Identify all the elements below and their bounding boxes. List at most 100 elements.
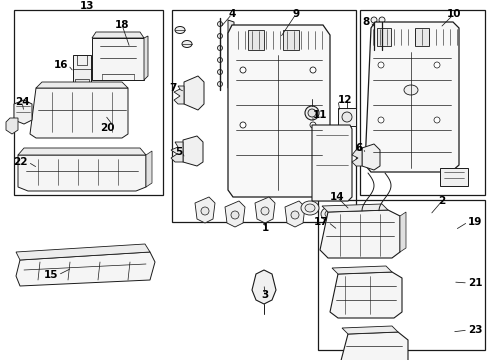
- Text: 16: 16: [53, 60, 68, 70]
- Text: 8: 8: [362, 17, 369, 27]
- Polygon shape: [18, 148, 146, 155]
- Polygon shape: [341, 326, 397, 334]
- Text: 14: 14: [329, 192, 344, 202]
- Ellipse shape: [403, 85, 417, 95]
- Text: 19: 19: [467, 217, 481, 227]
- Ellipse shape: [182, 40, 192, 48]
- Ellipse shape: [341, 112, 351, 122]
- Ellipse shape: [217, 81, 222, 86]
- Polygon shape: [36, 82, 128, 88]
- Polygon shape: [337, 332, 407, 360]
- Ellipse shape: [217, 33, 222, 39]
- Ellipse shape: [240, 122, 245, 128]
- Polygon shape: [251, 270, 275, 304]
- Text: 5: 5: [174, 147, 182, 157]
- Ellipse shape: [309, 122, 315, 128]
- Text: 12: 12: [337, 95, 352, 105]
- Polygon shape: [16, 244, 150, 260]
- Text: 15: 15: [43, 270, 58, 280]
- Ellipse shape: [217, 22, 222, 27]
- Polygon shape: [399, 212, 405, 252]
- Polygon shape: [224, 201, 244, 227]
- Text: 7: 7: [169, 83, 177, 93]
- Bar: [376, 28, 390, 46]
- Polygon shape: [6, 118, 18, 134]
- Bar: [283, 30, 298, 50]
- Ellipse shape: [201, 207, 208, 215]
- Bar: [439, 168, 467, 186]
- Ellipse shape: [433, 62, 439, 68]
- Polygon shape: [92, 32, 143, 38]
- Polygon shape: [311, 125, 351, 201]
- Bar: [172, 10, 355, 222]
- Ellipse shape: [377, 62, 383, 68]
- Polygon shape: [143, 36, 148, 80]
- Bar: [414, 28, 428, 46]
- Text: 22: 22: [14, 157, 28, 167]
- Ellipse shape: [309, 67, 315, 73]
- Polygon shape: [331, 266, 391, 274]
- Bar: [14, 10, 163, 195]
- Polygon shape: [171, 142, 183, 162]
- Polygon shape: [183, 136, 203, 166]
- Polygon shape: [321, 204, 387, 212]
- Polygon shape: [285, 201, 305, 227]
- Polygon shape: [361, 144, 379, 170]
- Polygon shape: [195, 197, 215, 223]
- Ellipse shape: [217, 69, 222, 75]
- Text: 9: 9: [292, 9, 299, 19]
- Polygon shape: [254, 197, 274, 223]
- Polygon shape: [364, 22, 458, 172]
- Polygon shape: [227, 25, 329, 197]
- Text: 3: 3: [261, 290, 268, 300]
- Text: 4: 4: [228, 9, 235, 19]
- Text: 24: 24: [15, 97, 29, 107]
- Ellipse shape: [307, 109, 315, 117]
- Ellipse shape: [175, 27, 184, 33]
- Ellipse shape: [305, 106, 318, 120]
- Ellipse shape: [217, 45, 222, 50]
- Ellipse shape: [433, 117, 439, 123]
- Polygon shape: [227, 20, 234, 88]
- Polygon shape: [351, 150, 361, 166]
- Polygon shape: [92, 38, 143, 80]
- Polygon shape: [73, 55, 91, 85]
- Text: 23: 23: [467, 325, 482, 335]
- Polygon shape: [319, 210, 399, 258]
- Polygon shape: [16, 252, 155, 286]
- Polygon shape: [329, 272, 401, 318]
- Ellipse shape: [320, 207, 338, 221]
- Text: 17: 17: [313, 217, 327, 227]
- Polygon shape: [146, 151, 152, 187]
- Ellipse shape: [301, 201, 318, 215]
- Bar: [247, 30, 264, 50]
- Text: 11: 11: [312, 110, 327, 120]
- Polygon shape: [174, 86, 183, 104]
- Ellipse shape: [377, 117, 383, 123]
- Ellipse shape: [217, 58, 222, 63]
- Text: 13: 13: [80, 1, 94, 11]
- Text: 1: 1: [261, 223, 268, 233]
- Bar: [317, 200, 484, 350]
- Text: 10: 10: [446, 9, 460, 19]
- Ellipse shape: [378, 17, 384, 23]
- Polygon shape: [14, 100, 32, 124]
- Text: 6: 6: [355, 143, 362, 153]
- Text: 18: 18: [115, 20, 129, 30]
- Ellipse shape: [305, 204, 314, 212]
- Bar: [359, 10, 484, 195]
- Text: 2: 2: [437, 196, 445, 206]
- Ellipse shape: [325, 210, 334, 218]
- Polygon shape: [75, 79, 89, 85]
- Polygon shape: [337, 108, 355, 126]
- Ellipse shape: [261, 207, 268, 215]
- Polygon shape: [30, 88, 128, 138]
- Ellipse shape: [290, 211, 298, 219]
- Polygon shape: [183, 76, 203, 110]
- Polygon shape: [18, 155, 146, 191]
- Text: 20: 20: [101, 123, 115, 133]
- Ellipse shape: [240, 67, 245, 73]
- Ellipse shape: [370, 17, 376, 23]
- Text: 21: 21: [467, 278, 482, 288]
- Ellipse shape: [230, 211, 239, 219]
